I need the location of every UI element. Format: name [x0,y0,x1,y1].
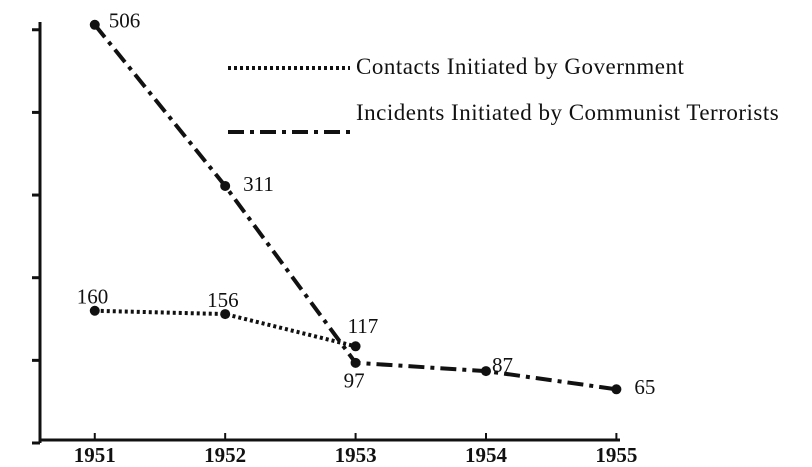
data-label: 156 [207,288,239,312]
data-point [350,341,361,352]
data-label: 311 [243,172,274,196]
series-line [94,308,357,349]
x-tick-label: 1955 [595,443,637,467]
data-point [350,357,361,368]
x-tick-label: 1951 [74,443,116,467]
data-point [611,384,622,395]
data-label: 160 [77,285,109,309]
data-point [220,180,231,191]
data-point [220,309,231,320]
legend-label: Contacts Initiated by Government [356,54,685,79]
data-label: 65 [634,375,655,399]
data-label: 87 [492,353,513,377]
x-tick-label: 1953 [335,443,377,467]
data-label: 506 [109,9,140,33]
data-label: 117 [348,314,379,338]
data-point [480,366,491,377]
x-tick-label: 1952 [204,443,246,467]
data-label: 97 [344,369,365,393]
data-point [89,19,100,30]
data-point [89,305,100,316]
x-tick-label: 1954 [465,443,508,467]
legend-label: Incidents Initiated by Communist Terrori… [356,100,780,125]
